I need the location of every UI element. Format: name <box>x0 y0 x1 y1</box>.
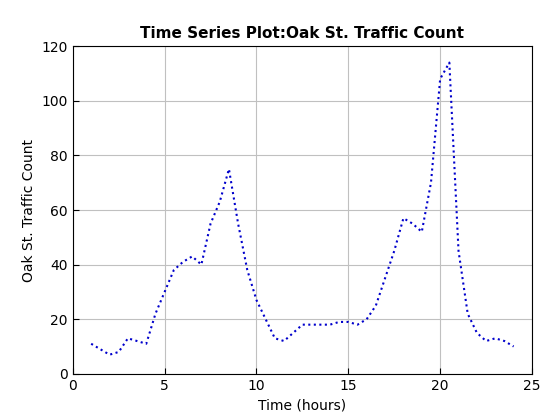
Y-axis label: Oak St. Traffic Count: Oak St. Traffic Count <box>22 139 36 281</box>
X-axis label: Time (hours): Time (hours) <box>258 398 347 412</box>
Title: Time Series Plot:Oak St. Traffic Count: Time Series Plot:Oak St. Traffic Count <box>141 26 464 41</box>
